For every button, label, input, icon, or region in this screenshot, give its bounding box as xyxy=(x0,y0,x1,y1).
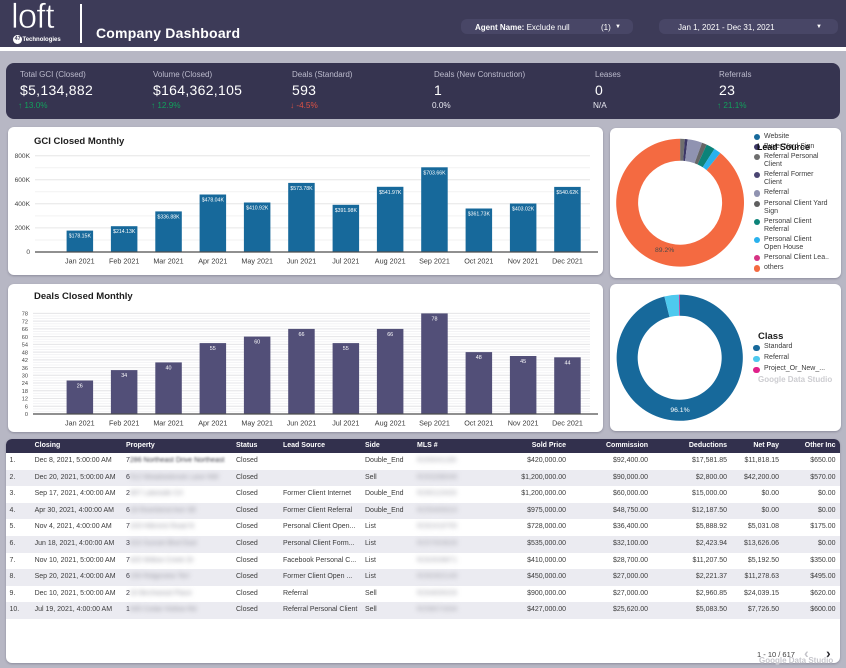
svg-text:$336.88K: $336.88K xyxy=(157,214,180,220)
svg-text:48: 48 xyxy=(476,355,482,361)
svg-text:40: 40 xyxy=(166,365,172,371)
svg-text:72: 72 xyxy=(22,319,28,325)
svg-text:Jul 2021: Jul 2021 xyxy=(332,257,359,266)
svg-text:$178.15K: $178.15K xyxy=(69,234,92,240)
svg-text:$540.62K: $540.62K xyxy=(556,190,579,196)
svg-text:44: 44 xyxy=(565,360,571,366)
svg-text:66: 66 xyxy=(387,332,393,338)
svg-text:Sep 2021: Sep 2021 xyxy=(419,257,450,266)
svg-text:Dec 2021: Dec 2021 xyxy=(552,257,583,266)
svg-text:18: 18 xyxy=(22,389,28,395)
svg-text:0: 0 xyxy=(25,412,28,418)
svg-text:55: 55 xyxy=(210,346,216,352)
svg-text:78: 78 xyxy=(22,312,28,318)
svg-text:26: 26 xyxy=(77,384,83,390)
svg-text:Nov 2021: Nov 2021 xyxy=(508,419,539,428)
svg-text:$214.13K: $214.13K xyxy=(113,229,136,235)
svg-text:34: 34 xyxy=(121,373,127,379)
svg-text:Oct 2021: Oct 2021 xyxy=(464,257,493,266)
svg-text:Jun 2021: Jun 2021 xyxy=(287,257,317,266)
svg-text:$361.73K: $361.73K xyxy=(468,212,491,218)
svg-text:Aug 2021: Aug 2021 xyxy=(375,419,406,428)
svg-text:Nov 2021: Nov 2021 xyxy=(508,257,539,266)
svg-text:60: 60 xyxy=(22,335,28,341)
svg-text:66: 66 xyxy=(22,327,28,333)
svg-text:12: 12 xyxy=(22,397,28,403)
svg-text:55: 55 xyxy=(343,346,349,352)
svg-text:$391.98K: $391.98K xyxy=(335,208,358,214)
svg-text:48: 48 xyxy=(22,350,28,356)
svg-text:Jun 2021: Jun 2021 xyxy=(287,419,317,428)
svg-text:Aug 2021: Aug 2021 xyxy=(375,257,406,266)
svg-text:96.1%: 96.1% xyxy=(670,407,689,414)
svg-text:$478.04K: $478.04K xyxy=(202,198,225,204)
svg-text:600K: 600K xyxy=(15,177,31,184)
svg-text:Jul 2021: Jul 2021 xyxy=(332,419,359,428)
svg-text:$573.78K: $573.78K xyxy=(290,186,313,192)
svg-text:Apr 2021: Apr 2021 xyxy=(198,257,227,266)
svg-text:$541.97K: $541.97K xyxy=(379,190,402,196)
svg-text:36: 36 xyxy=(22,366,28,372)
svg-text:89.2%: 89.2% xyxy=(655,247,674,254)
svg-text:800K: 800K xyxy=(15,153,31,160)
svg-text:$703.66K: $703.66K xyxy=(423,170,446,176)
svg-text:Sep 2021: Sep 2021 xyxy=(419,419,450,428)
svg-text:60: 60 xyxy=(254,340,260,346)
svg-text:$403.02K: $403.02K xyxy=(512,207,535,213)
svg-text:24: 24 xyxy=(22,381,28,387)
svg-text:$410.92K: $410.92K xyxy=(246,206,269,212)
svg-text:54: 54 xyxy=(22,343,28,349)
svg-text:Dec 2021: Dec 2021 xyxy=(552,419,583,428)
svg-text:May 2021: May 2021 xyxy=(241,419,273,428)
svg-text:Feb 2021: Feb 2021 xyxy=(109,257,139,266)
svg-text:Oct 2021: Oct 2021 xyxy=(464,419,493,428)
svg-text:200K: 200K xyxy=(15,225,31,232)
svg-text:42: 42 xyxy=(22,358,28,364)
svg-text:Apr 2021: Apr 2021 xyxy=(198,419,227,428)
svg-text:Mar 2021: Mar 2021 xyxy=(153,257,183,266)
svg-text:Jan 2021: Jan 2021 xyxy=(65,257,95,266)
svg-text:400K: 400K xyxy=(15,201,31,208)
svg-text:Mar 2021: Mar 2021 xyxy=(153,419,183,428)
svg-text:0: 0 xyxy=(26,249,30,256)
svg-text:30: 30 xyxy=(22,374,28,380)
svg-text:78: 78 xyxy=(432,316,438,322)
svg-text:Jan 2021: Jan 2021 xyxy=(65,419,95,428)
svg-text:66: 66 xyxy=(299,332,305,338)
svg-text:45: 45 xyxy=(520,359,526,365)
svg-text:6: 6 xyxy=(25,405,28,411)
svg-text:Feb 2021: Feb 2021 xyxy=(109,419,139,428)
svg-text:May 2021: May 2021 xyxy=(241,257,273,266)
